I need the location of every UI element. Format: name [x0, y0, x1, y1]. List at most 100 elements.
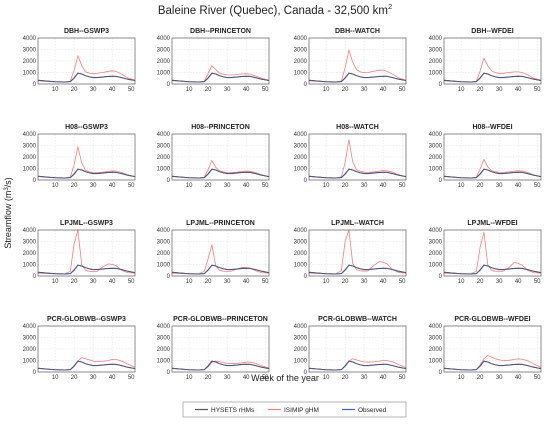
x-tick-label: 20: [71, 375, 78, 381]
y-tick-label: 0: [304, 370, 308, 376]
legend-label: Observed: [358, 407, 387, 414]
panel-title: DBH--WFDEI: [471, 28, 513, 35]
x-tick-label: 50: [128, 375, 135, 381]
series-hysets: [171, 360, 270, 371]
x-tick-label: 40: [515, 87, 522, 93]
x-tick-label: 40: [380, 87, 387, 93]
panel: PCR-GLOBWB--WFDEI 0 1000 2000 3000 4000 10 20 30…: [429, 316, 542, 381]
y-tick-label: 1000: [23, 167, 37, 173]
y-tick-label: 4000: [157, 228, 171, 234]
y-tick-label: 4000: [23, 36, 37, 42]
panel-title: PCR-GLOBWB--WFDEI: [454, 316, 530, 323]
panel-frame: [37, 37, 136, 85]
x-tick-label: 20: [71, 279, 78, 285]
x-tick-label: 30: [90, 279, 97, 285]
series-hysets: [37, 264, 136, 275]
panel-title: DBH--GSWP3: [64, 28, 109, 35]
x-tick-label: 10: [323, 375, 330, 381]
x-tick-label: 30: [90, 87, 97, 93]
x-tick-label: 10: [52, 375, 59, 381]
legend-box: [182, 401, 407, 418]
panel: PCR-GLOBWB--GSWP3 0 1000 2000 3000 4000 10 20 30…: [23, 316, 136, 381]
y-tick-label: 4000: [157, 324, 171, 330]
panel-frame: [443, 325, 542, 373]
x-tick-label: 10: [52, 279, 59, 285]
x-tick-label: 50: [128, 183, 135, 189]
legend-label: ISIMIP gHM: [284, 407, 319, 414]
x-tick-label: 50: [262, 375, 269, 381]
y-tick-label: 1000: [429, 359, 443, 365]
panel-title: PCR-GLOBWB--PRINCETON: [173, 316, 268, 323]
x-tick-label: 50: [128, 279, 135, 285]
panel-frame: [308, 37, 407, 85]
x-tick-label: 10: [186, 279, 193, 285]
y-tick-label: 0: [304, 82, 308, 88]
panel-title: LPJML--WFDEI: [467, 220, 517, 227]
x-tick-label: 30: [361, 183, 368, 189]
x-tick-label: 20: [205, 279, 212, 285]
panel-frame: [171, 325, 270, 373]
panel-frame: [443, 37, 542, 85]
x-tick-label: 10: [186, 183, 193, 189]
y-tick-label: 3000: [294, 144, 308, 150]
x-tick-label: 40: [515, 375, 522, 381]
panel-title: H08--PRINCETON: [191, 124, 250, 131]
x-tick-label: 30: [496, 87, 503, 93]
y-tick-label: 2000: [294, 59, 308, 65]
x-tick-label: 40: [243, 279, 250, 285]
panel: DBH--WFDEI 0 1000 2000 3000 4000 10 20 30 40 50: [429, 28, 542, 93]
panel: LPJML--PRINCETON 0 1000 2000 3000 4000 10 20 30 4…: [157, 220, 270, 285]
x-tick-label: 10: [458, 375, 465, 381]
x-tick-label: 40: [109, 183, 116, 189]
x-tick-label: 30: [361, 375, 368, 381]
y-tick-label: 1000: [294, 71, 308, 77]
x-tick-label: 50: [262, 279, 269, 285]
x-tick-label: 30: [496, 375, 503, 381]
x-tick-label: 50: [534, 183, 541, 189]
x-tick-label: 40: [515, 183, 522, 189]
y-tick-label: 0: [167, 82, 171, 88]
legend-label: HYSETS rHMs: [211, 407, 255, 414]
x-tick-label: 40: [109, 375, 116, 381]
panel-frame: [37, 229, 136, 277]
x-tick-label: 10: [323, 183, 330, 189]
y-tick-label: 1000: [294, 263, 308, 269]
y-tick-label: 0: [167, 370, 171, 376]
figure-title-text: Baleine River (Quebec), Canada - 32,500 …: [158, 5, 388, 17]
x-tick-label: 20: [477, 375, 484, 381]
series-hysets: [308, 264, 407, 275]
x-tick-label: 30: [496, 183, 503, 189]
y-tick-label: 4000: [429, 132, 443, 138]
panel-frame: [443, 229, 542, 277]
y-tick-label: 2000: [157, 155, 171, 161]
y-tick-label: 1000: [429, 71, 443, 77]
x-tick-label: 20: [342, 87, 349, 93]
y-tick-label: 3000: [429, 240, 443, 246]
y-tick-label: 0: [33, 82, 37, 88]
x-tick-label: 50: [262, 87, 269, 93]
y-tick-label: 2000: [429, 155, 443, 161]
series-hysets: [308, 168, 407, 179]
y-axis-label-end: /s): [3, 177, 13, 187]
panel-frame: [443, 133, 542, 181]
series-hysets: [443, 72, 542, 83]
series-hysets: [308, 72, 407, 83]
y-tick-label: 4000: [294, 36, 308, 42]
y-tick-label: 2000: [23, 59, 37, 65]
panel: PCR-GLOBWB--PRINCETON 0 1000 2000 3000 4000 10…: [157, 316, 270, 381]
x-tick-label: 30: [224, 183, 231, 189]
x-tick-label: 30: [224, 87, 231, 93]
y-tick-label: 4000: [294, 228, 308, 234]
y-tick-label: 4000: [23, 132, 37, 138]
y-tick-label: 4000: [429, 228, 443, 234]
y-tick-label: 4000: [23, 324, 37, 330]
x-tick-label: 50: [128, 87, 135, 93]
x-tick-label: 20: [342, 279, 349, 285]
y-tick-label: 3000: [157, 48, 171, 54]
series-hysets: [171, 264, 270, 275]
y-tick-label: 3000: [23, 48, 37, 54]
x-tick-label: 20: [477, 183, 484, 189]
x-tick-label: 10: [323, 87, 330, 93]
panel-frame: [171, 229, 270, 277]
x-tick-label: 40: [515, 279, 522, 285]
